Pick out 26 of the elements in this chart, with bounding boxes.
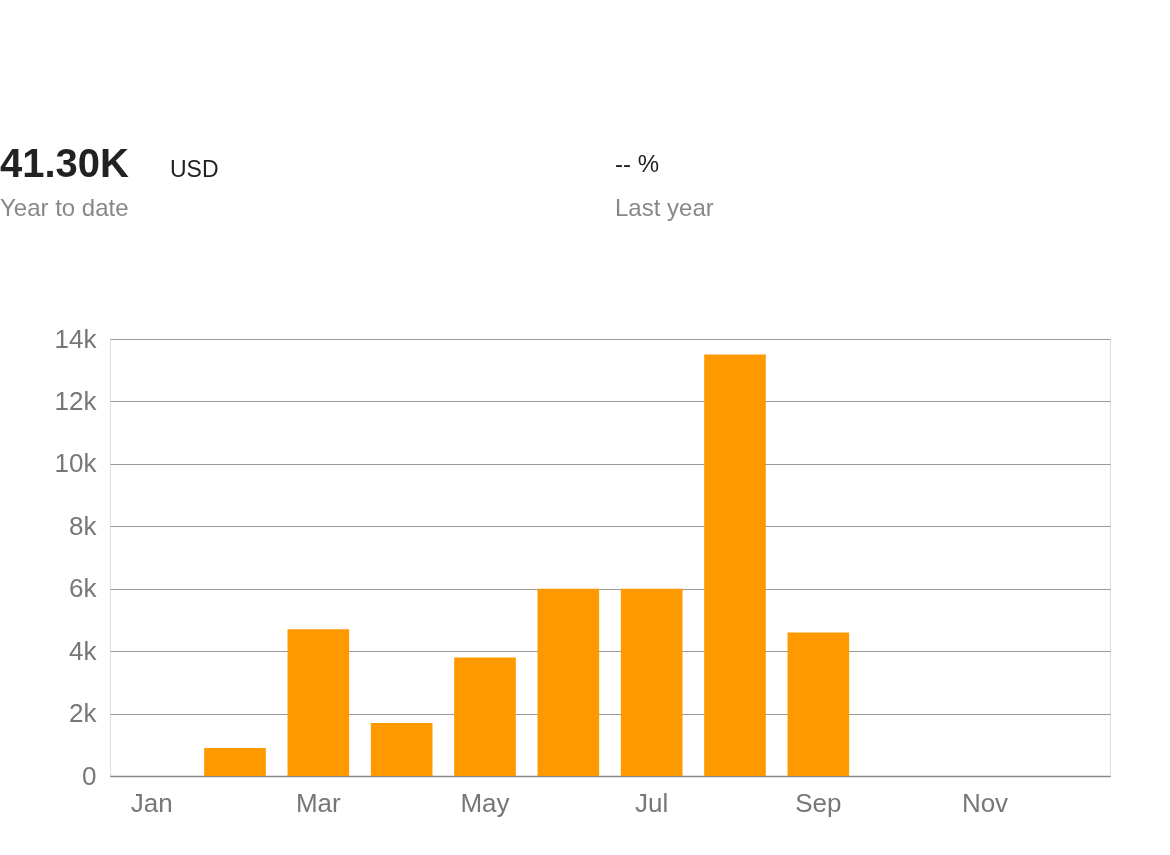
x-tick-label: Jul [635,787,669,818]
bar [620,588,683,776]
y-tick-label: 2k [69,698,98,729]
y-tick-label: 4k [69,635,98,666]
bar [454,657,516,776]
y-tick-label: 10k [54,448,98,479]
x-tick-label: Mar [295,787,342,818]
bar [537,588,600,776]
bar [287,629,350,776]
text: Last year [615,194,714,221]
y-tick-label: 14k [54,323,98,354]
y-tick-label: 6k [69,573,98,604]
y-tick-label: 0 [82,760,97,791]
x-tick-label: Sep [795,787,842,818]
x-tick-label: May [460,787,510,818]
text: Year to date [0,194,129,221]
bar [370,722,433,776]
y-tick-label: 8k [69,510,98,541]
text: 41.30K USD [0,141,219,185]
x-tick-label: Jan [130,787,173,818]
text: -- % [615,150,659,177]
x-tick-label: Nov [961,787,1009,818]
bar [204,747,266,776]
y-tick-label: 12k [54,385,98,416]
bar [787,632,850,776]
bar [704,354,766,776]
